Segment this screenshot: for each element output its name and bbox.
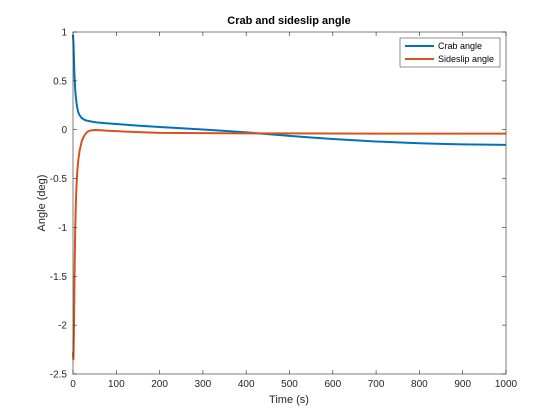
plot-area	[73, 32, 506, 374]
y-tick-label: -1	[58, 223, 67, 234]
chart-title: Crab and sideslip angle	[227, 15, 350, 27]
legend-label-sideslip-angle: Sideslip angle	[438, 54, 494, 64]
x-tick-label: 700	[368, 379, 385, 390]
legend-box	[399, 37, 501, 68]
x-tick-label: 900	[454, 379, 471, 390]
y-tick-label: -0.5	[50, 174, 68, 185]
y-tick-label: -1.5	[50, 272, 68, 283]
x-tick-label: 1000	[495, 379, 518, 390]
y-axis-label: Angle (deg)	[36, 175, 48, 232]
x-axis-label: Time (s)	[269, 394, 309, 406]
ticks-layer: 0 100 200 300 400 500 600 700 800 900 1000 -2.5 -2 -1…	[50, 28, 518, 391]
x-tick-label: 800	[411, 379, 428, 390]
y-tick-label: -2.5	[50, 370, 68, 381]
x-tick-label: 400	[238, 379, 255, 390]
series-line-sideslip-angle	[72, 129, 506, 361]
x-tick-label: 500	[281, 379, 298, 390]
y-tick-label: 1	[61, 28, 67, 39]
x-tick-label: 300	[195, 379, 212, 390]
series-line-crab-angle	[72, 34, 507, 146]
legend: Crab angle Sideslip angle	[399, 37, 501, 68]
x-tick-label: 200	[151, 379, 168, 390]
y-tick-label: 0.5	[53, 76, 67, 87]
y-tick-label: -2	[58, 321, 67, 332]
legend-label-crab-angle: Crab angle	[438, 41, 482, 51]
x-tick-label: 0	[70, 379, 76, 390]
x-tick-label: 100	[108, 379, 125, 390]
data-layer	[72, 34, 507, 361]
x-tick-label: 600	[324, 379, 341, 390]
y-tick-label: 0	[61, 125, 67, 136]
